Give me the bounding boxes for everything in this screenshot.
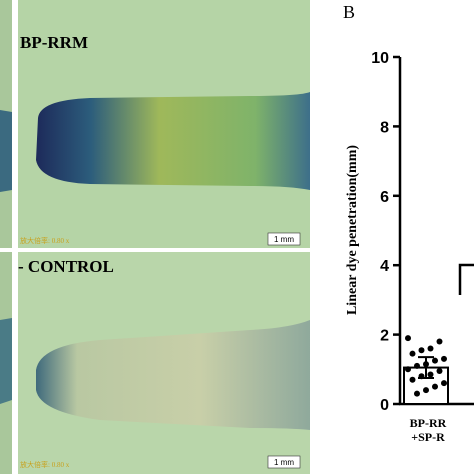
tooth-edge bbox=[0, 318, 12, 404]
scale-text: 1 mm bbox=[274, 235, 294, 244]
data-point bbox=[441, 380, 447, 387]
panel-label: B bbox=[343, 2, 355, 22]
data-point bbox=[405, 335, 411, 342]
tooth-stained bbox=[36, 92, 310, 190]
tooth-control bbox=[36, 320, 310, 430]
significance-bracket bbox=[458, 263, 474, 295]
data-point bbox=[405, 366, 411, 373]
data-point bbox=[436, 368, 443, 375]
scale-box bbox=[267, 232, 301, 246]
data-point bbox=[441, 355, 447, 362]
tooth-edge bbox=[0, 110, 12, 192]
scale-text: 1 mm bbox=[274, 458, 294, 467]
x-tick-label: BP-RR +SP-R bbox=[409, 416, 447, 444]
data-point bbox=[409, 376, 416, 383]
y-tick-label: 8 bbox=[380, 119, 389, 136]
y-tick-label: 10 bbox=[371, 50, 389, 67]
data-point bbox=[423, 387, 429, 394]
data-point bbox=[414, 362, 420, 369]
photo-label: BP-RRM bbox=[20, 33, 88, 52]
data-point bbox=[427, 371, 434, 378]
scale-box bbox=[267, 455, 301, 469]
data-point bbox=[432, 383, 438, 390]
y-tick-label: 6 bbox=[380, 189, 389, 206]
data-point bbox=[409, 350, 416, 357]
y-axis-label: Linear dye penetration(mm) bbox=[345, 145, 360, 315]
data-point bbox=[414, 390, 420, 397]
y-tick-label: 0 bbox=[380, 397, 389, 414]
magnification: 放大倍率: 0.80 x bbox=[20, 236, 70, 245]
data-point bbox=[432, 357, 438, 364]
data-point bbox=[418, 347, 425, 354]
y-tick-label: 2 bbox=[380, 328, 389, 345]
data-point bbox=[436, 338, 443, 345]
photo-label: - CONTROL bbox=[18, 257, 114, 276]
magnification: 放大倍率: 0.80 x bbox=[20, 460, 70, 469]
data-point bbox=[423, 361, 429, 368]
data-point bbox=[427, 345, 434, 352]
data-point bbox=[418, 373, 425, 380]
y-tick-label: 4 bbox=[380, 258, 389, 275]
